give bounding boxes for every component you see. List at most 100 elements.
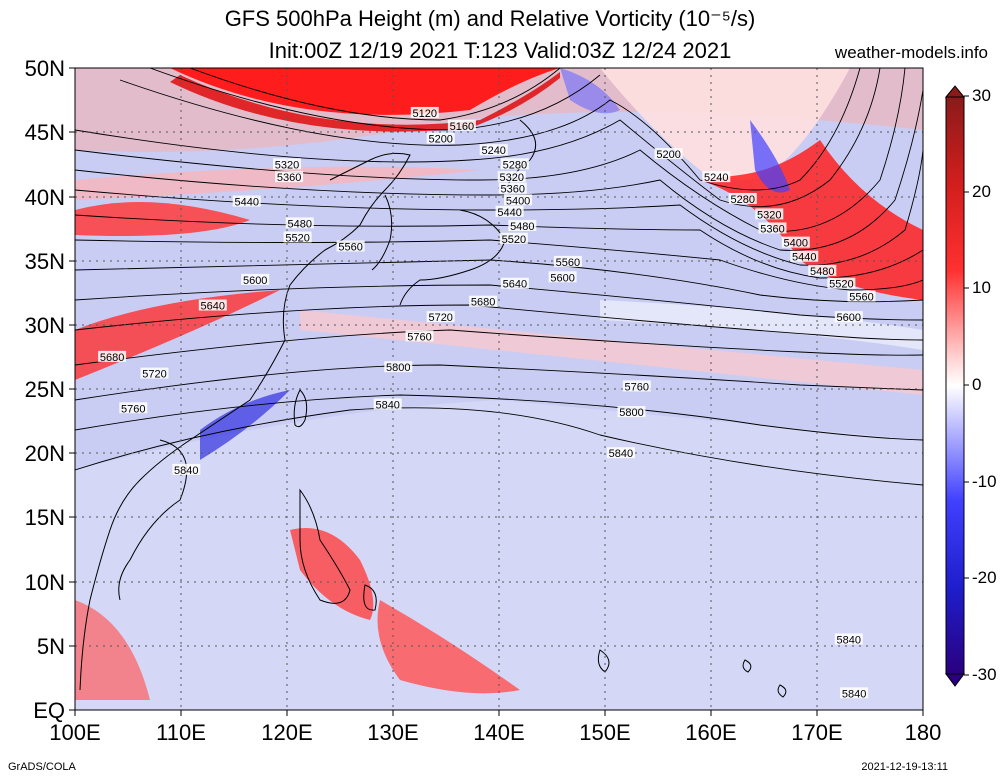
contour-label-text: 5400 <box>506 195 530 207</box>
contour-label-bg <box>781 236 810 248</box>
contour-label-5360: 5360 <box>498 182 527 196</box>
lon-label-180: 180 <box>904 720 942 745</box>
contour-label-text: 5440 <box>497 207 521 219</box>
contour-label-5560: 5560 <box>847 290 876 304</box>
contour-label-text: 5480 <box>510 221 534 233</box>
contour-label-text: 5440 <box>234 197 258 209</box>
contour-label-bg <box>622 380 651 392</box>
contour-label-5400: 5400 <box>504 194 533 207</box>
colorbar-label-20: 20 <box>972 182 991 201</box>
contour-label-bg <box>426 311 455 323</box>
contour-label-text: 5600 <box>837 312 861 324</box>
lon-label-170e: 170E <box>791 720 843 745</box>
lat-label-25n: 25N <box>24 377 65 402</box>
site-credit: weather-models.info <box>834 43 988 62</box>
contour-label-bg <box>508 219 537 231</box>
contour-label-text: 5120 <box>413 108 437 120</box>
contour-label-text: 5560 <box>338 241 362 253</box>
contour-label-text: 5680 <box>100 352 124 364</box>
contour-labels: 5120516052005200524052405280528053205320… <box>98 106 876 700</box>
contour-label-bg <box>834 311 863 323</box>
contour-label-5840: 5840 <box>373 398 402 411</box>
contour-label-5520: 5520 <box>283 231 312 244</box>
contour-label-text: 5520 <box>502 234 526 246</box>
contour-label-text: 5400 <box>784 238 808 250</box>
contour-label-bg <box>834 633 863 645</box>
contour-label-text: 5800 <box>386 362 410 374</box>
contour-label-5560: 5560 <box>336 240 365 253</box>
contour-label-bg <box>241 273 270 285</box>
contour-label-bg <box>654 148 683 160</box>
contour-label-text: 5480 <box>810 266 834 278</box>
contour-label-text: 5840 <box>842 688 866 700</box>
lat-label-40n: 40N <box>24 185 65 210</box>
contour-label-text: 5640 <box>503 279 527 291</box>
lat-label-10n: 10N <box>24 570 65 595</box>
contour-label-text: 5760 <box>121 403 145 415</box>
contour-label-5600: 5600 <box>241 273 270 287</box>
footer-timestamp: 2021-12-19-13:11 <box>861 761 948 773</box>
contour-label-bg <box>479 144 508 156</box>
contour-label-text: 5240 <box>481 145 505 157</box>
contour-label-text: 5480 <box>287 218 311 230</box>
contour-label-bg <box>275 171 304 183</box>
contour-label-bg <box>410 106 439 118</box>
contour-label-text: 5200 <box>428 134 452 146</box>
contour-label-text: 5320 <box>757 209 781 221</box>
contour-label-text: 5440 <box>792 252 816 264</box>
contour-label-text: 5360 <box>501 184 525 196</box>
contour-label-text: 5760 <box>625 381 649 393</box>
coastlines <box>79 119 787 698</box>
colorbar-label-minus10: -10 <box>972 472 997 491</box>
contour-label-text: 5360 <box>760 224 784 236</box>
map-subtitle: Init:00Z 12/19 2021 T:123 Valid:03Z 12/2… <box>268 38 732 63</box>
contour-label-5240: 5240 <box>479 144 508 157</box>
contour-label-text: 5600 <box>550 272 574 284</box>
contour-label-5720: 5720 <box>140 367 169 381</box>
contour-label-5440: 5440 <box>232 195 261 209</box>
lat-label-50n: 50N <box>24 56 65 81</box>
contour-label-5200: 5200 <box>426 132 455 146</box>
contour-label-text: 5840 <box>375 399 399 411</box>
contour-label-bg <box>606 447 635 459</box>
contour-label-bg <box>172 463 201 475</box>
contour-label-text: 5760 <box>407 331 431 343</box>
contour-label-text: 5200 <box>656 149 680 161</box>
lon-label-160e: 160E <box>685 720 737 745</box>
contour-label-bg <box>283 231 312 243</box>
contour-label-bg <box>840 687 869 699</box>
contour-label-5760: 5760 <box>405 330 434 343</box>
contour-label-5120: 5120 <box>410 106 439 120</box>
lat-label-45n: 45N <box>24 120 65 145</box>
contour-label-5200: 5200 <box>654 148 683 161</box>
contour-label-text: 5840 <box>837 634 861 646</box>
contour-label-5440: 5440 <box>790 250 819 264</box>
contour-label-5480: 5480 <box>285 217 314 230</box>
contour-label-text: 5160 <box>450 121 474 133</box>
colorbar-label-10: 10 <box>972 278 991 297</box>
contour-label-bg <box>758 222 787 234</box>
contour-label-text: 5840 <box>609 448 633 460</box>
contour-label-text: 5640 <box>201 301 225 313</box>
contour-label-bg <box>500 277 529 289</box>
contour-label-bg <box>98 350 127 362</box>
contour-label-text: 5560 <box>556 257 580 269</box>
lon-label-130e: 130E <box>367 720 419 745</box>
footer-software: GrADS/COLA <box>8 761 76 773</box>
contour-label-bg <box>119 402 148 414</box>
colorbar <box>944 85 969 687</box>
contour-label-bg <box>548 271 577 283</box>
contour-label-text: 5320 <box>499 172 523 184</box>
lon-label-110e: 110E <box>156 720 206 745</box>
contour-label-text: 5360 <box>277 172 301 184</box>
contour-label-5840: 5840 <box>606 447 635 460</box>
contour-label-text: 5280 <box>731 194 755 206</box>
contour-label-text: 5720 <box>428 312 452 324</box>
contour-label-bg <box>808 264 837 276</box>
lat-label-30n: 30N <box>24 313 65 338</box>
contour-label-bg <box>373 398 402 410</box>
contour-label-5600: 5600 <box>834 311 863 324</box>
contour-label-5840: 5840 <box>172 463 201 477</box>
lon-label-100e: 100E <box>49 720 101 745</box>
lat-label-eq: EQ <box>33 698 65 723</box>
